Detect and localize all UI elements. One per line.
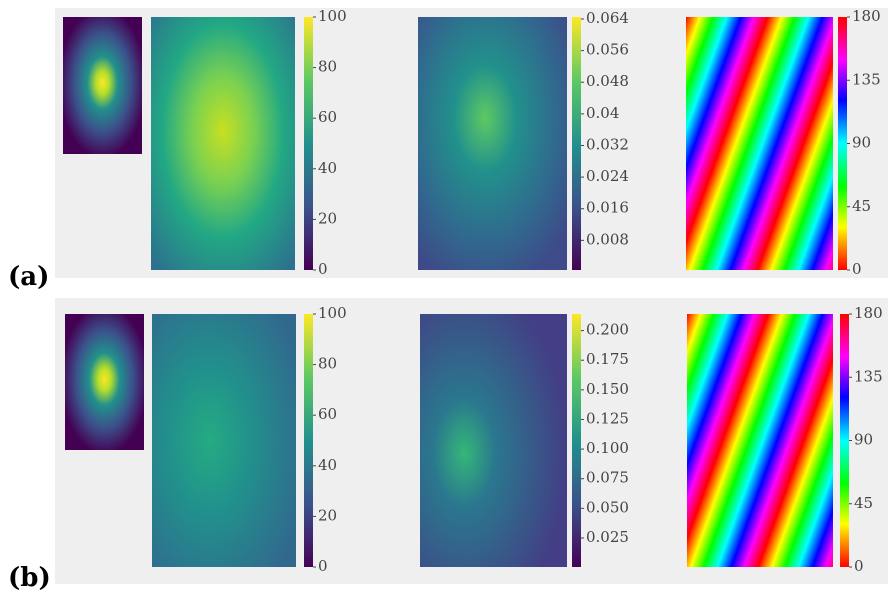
colorbar-tick-label: 0 <box>854 557 864 575</box>
colorbar-tick-label: 0.125 <box>586 409 629 427</box>
colorbar-tick-label: 0.025 <box>586 528 629 546</box>
colorbar-tick-label: 40 <box>318 456 337 474</box>
colorbar-tick-label: 0.064 <box>586 9 629 27</box>
colorbar <box>838 17 847 270</box>
colorbar-tick-label: 0.075 <box>586 469 629 487</box>
heatmap-image <box>65 314 144 450</box>
colorbar-tick-label: 20 <box>318 209 337 227</box>
colorbar-tick-label: 0.100 <box>586 439 629 457</box>
colorbar-tick-label: 40 <box>318 159 337 177</box>
colorbar <box>572 17 581 270</box>
colorbar <box>572 314 581 567</box>
colorbar-tick-label: 180 <box>852 7 881 25</box>
colorbar-tick-label: 0.150 <box>586 380 629 398</box>
colorbar <box>304 314 313 567</box>
colorbar-tick-label: 0.048 <box>586 72 629 90</box>
colorbar-tick-label: 90 <box>854 431 873 449</box>
colorbar-tick-label: 45 <box>852 197 871 215</box>
colorbar-tick-label: 0.04 <box>586 104 619 122</box>
colorbar-tick-label: 0.024 <box>586 167 629 185</box>
colorbar-tick-label: 135 <box>854 367 883 385</box>
colorbar-tick-label: 0 <box>318 557 328 575</box>
colorbar-tick-label: 0 <box>318 260 328 278</box>
heatmap-image <box>686 17 833 270</box>
heatmap-image <box>418 17 567 270</box>
colorbar-tick-label: 0.016 <box>586 199 629 217</box>
heatmap-image <box>687 314 833 567</box>
colorbar-tick-label: 60 <box>318 405 337 423</box>
colorbar-tick-label: 90 <box>852 134 871 152</box>
heatmap-image <box>420 314 567 567</box>
colorbar-tick-label: 0.056 <box>586 41 629 59</box>
colorbar <box>840 314 849 567</box>
heatmap-image <box>63 17 142 154</box>
colorbar-tick-label: 0.032 <box>586 135 629 153</box>
colorbar-tick-label: 45 <box>854 494 873 512</box>
colorbar-tick-label: 0.175 <box>586 350 629 368</box>
colorbar-tick-label: 180 <box>854 304 883 322</box>
panel-label: (b) <box>8 563 51 593</box>
colorbar <box>304 17 313 270</box>
colorbar-tick-label: 100 <box>318 7 347 25</box>
colorbar-tick-label: 20 <box>318 506 337 524</box>
colorbar-tick-label: 0 <box>852 260 862 278</box>
panel-label: (a) <box>8 262 49 292</box>
colorbar-tick-label: 100 <box>318 304 347 322</box>
colorbar-tick-label: 0.200 <box>586 321 629 339</box>
heatmap-image <box>152 314 296 567</box>
colorbar-tick-label: 0.008 <box>586 230 629 248</box>
colorbar-tick-label: 0.050 <box>586 498 629 516</box>
colorbar-tick-label: 60 <box>318 108 337 126</box>
colorbar-tick-label: 80 <box>318 58 337 76</box>
heatmap-image <box>151 17 295 270</box>
colorbar-tick-label: 135 <box>852 70 881 88</box>
colorbar-tick-label: 80 <box>318 355 337 373</box>
